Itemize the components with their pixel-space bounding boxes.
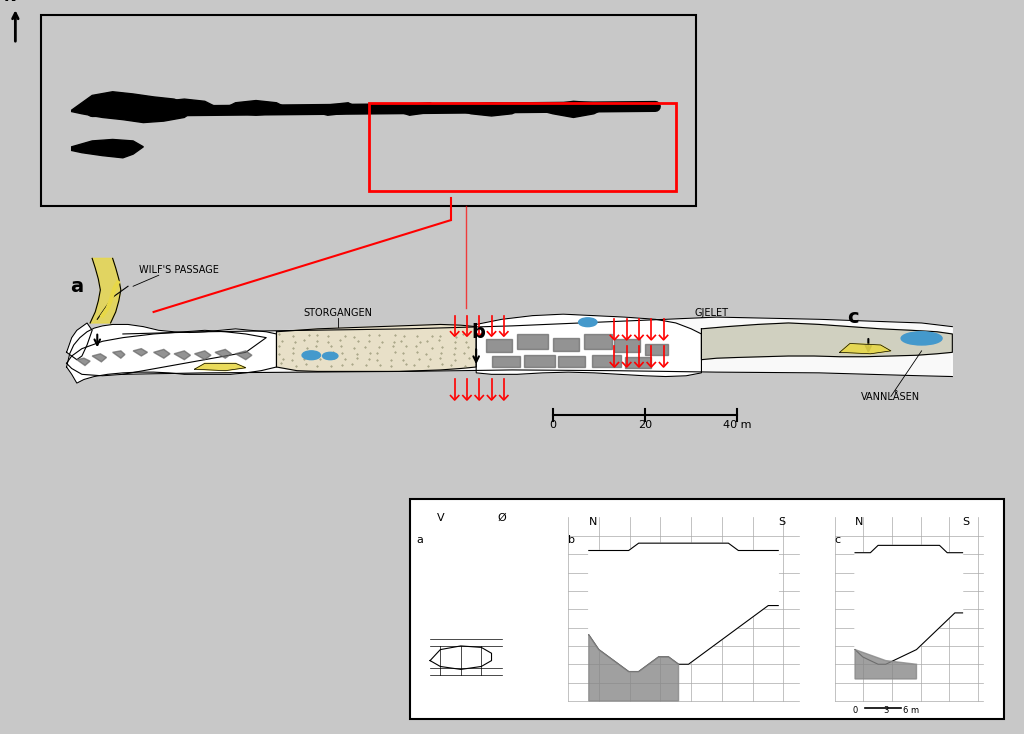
Polygon shape — [840, 344, 891, 354]
Polygon shape — [77, 358, 90, 366]
Text: 3: 3 — [883, 706, 889, 716]
Polygon shape — [67, 323, 92, 360]
Polygon shape — [589, 543, 778, 672]
Polygon shape — [67, 330, 266, 376]
Polygon shape — [72, 139, 143, 158]
Text: VANNLÅSEN: VANNLÅSEN — [861, 392, 921, 402]
Bar — [486, 339, 512, 352]
Text: GJELET: GJELET — [694, 308, 729, 318]
Bar — [517, 334, 548, 349]
Polygon shape — [123, 317, 952, 377]
Bar — [592, 355, 621, 367]
Bar — [584, 334, 612, 349]
Polygon shape — [276, 324, 476, 371]
Text: N: N — [4, 0, 16, 4]
Polygon shape — [72, 92, 195, 123]
Text: N: N — [589, 517, 597, 527]
Bar — [41, 15, 696, 206]
Text: S: S — [778, 517, 785, 527]
Text: S: S — [963, 517, 970, 527]
Polygon shape — [215, 349, 231, 358]
Polygon shape — [195, 351, 211, 360]
Text: c: c — [835, 535, 841, 545]
Ellipse shape — [302, 351, 321, 360]
Text: c: c — [847, 308, 859, 327]
Polygon shape — [589, 635, 679, 701]
Polygon shape — [307, 103, 358, 115]
Polygon shape — [855, 545, 963, 664]
Bar — [553, 338, 579, 351]
Polygon shape — [154, 99, 215, 114]
Text: 0: 0 — [852, 706, 858, 716]
Polygon shape — [225, 101, 287, 115]
Polygon shape — [133, 349, 147, 356]
Polygon shape — [855, 650, 916, 679]
Bar — [410, 499, 1004, 719]
Polygon shape — [67, 324, 276, 383]
Bar — [558, 356, 585, 367]
Bar — [614, 339, 640, 352]
Text: Ø: Ø — [498, 513, 506, 523]
Text: WILF'S PASSAGE: WILF'S PASSAGE — [139, 265, 219, 275]
Bar — [369, 103, 676, 191]
Ellipse shape — [579, 318, 597, 327]
Ellipse shape — [323, 352, 338, 360]
Text: 0: 0 — [550, 420, 556, 430]
Polygon shape — [430, 646, 492, 669]
Text: 6 m: 6 m — [903, 706, 920, 716]
Bar — [645, 344, 668, 355]
Text: b: b — [568, 535, 575, 545]
Polygon shape — [92, 354, 106, 362]
Polygon shape — [532, 101, 604, 117]
Polygon shape — [195, 363, 246, 371]
Bar — [492, 356, 520, 367]
Ellipse shape — [901, 332, 942, 345]
Text: b: b — [471, 323, 485, 342]
Polygon shape — [389, 103, 440, 115]
Polygon shape — [90, 258, 121, 323]
Bar — [524, 355, 555, 367]
Text: a: a — [417, 535, 423, 545]
Polygon shape — [174, 351, 190, 360]
Polygon shape — [154, 349, 170, 358]
Text: a: a — [71, 277, 83, 296]
Text: STORGANGEN: STORGANGEN — [303, 308, 373, 318]
Text: 40 m: 40 m — [723, 420, 752, 430]
Polygon shape — [476, 314, 701, 377]
Text: N: N — [855, 517, 863, 527]
Polygon shape — [113, 351, 125, 358]
Text: V: V — [436, 513, 444, 523]
Bar — [625, 357, 651, 368]
Polygon shape — [451, 103, 522, 116]
Polygon shape — [236, 351, 252, 360]
Text: 20: 20 — [638, 420, 652, 430]
Polygon shape — [701, 323, 952, 360]
